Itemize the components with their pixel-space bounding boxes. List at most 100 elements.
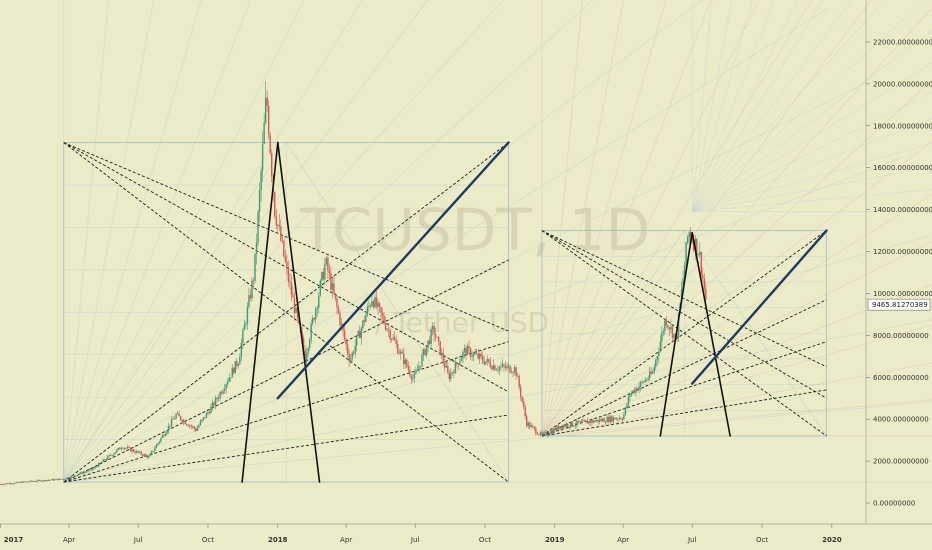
candle-body bbox=[653, 367, 655, 373]
fan-line bbox=[63, 0, 251, 483]
candle-body bbox=[222, 390, 224, 394]
candle-body bbox=[563, 425, 566, 427]
candle-body bbox=[5, 483, 7, 485]
y-axis-ticks[interactable]: 0.00000000 2000.00000000 4000.00000000 6000… bbox=[866, 38, 932, 508]
candle-body bbox=[319, 280, 321, 296]
candle-body bbox=[559, 426, 561, 429]
fan-line bbox=[63, 0, 109, 483]
trend-lines[interactable] bbox=[241, 141, 828, 483]
candle-body bbox=[123, 447, 126, 449]
candle-body bbox=[117, 447, 120, 450]
candle-body bbox=[263, 122, 265, 144]
candle-body bbox=[456, 362, 458, 364]
candle-body bbox=[501, 364, 504, 367]
candle-body bbox=[269, 135, 271, 154]
box-diagonal bbox=[285, 142, 509, 483]
watermark-subtitle: / Tether USD bbox=[375, 306, 549, 339]
candle-body bbox=[536, 433, 539, 435]
fan-line bbox=[691, 0, 853, 212]
fan-line bbox=[63, 80, 870, 483]
peak-2019-left bbox=[659, 231, 693, 437]
candle-body bbox=[542, 433, 545, 435]
candle-body bbox=[422, 349, 425, 356]
candle-body bbox=[193, 426, 195, 429]
candle-body bbox=[483, 361, 485, 365]
candle-body bbox=[621, 419, 624, 420]
candle-body bbox=[627, 396, 630, 405]
y-tick-label: 12000.00000000 bbox=[873, 248, 932, 256]
candle-body bbox=[114, 452, 117, 454]
candle-body bbox=[415, 370, 417, 374]
candle-body bbox=[287, 266, 290, 282]
candle-body bbox=[565, 424, 567, 427]
x-axis-ticks[interactable]: 2017 Apr Jul Oct 2018 Apr Jul Oct 2019 Apr Jul Oct 2… bbox=[0, 524, 842, 544]
candle-body bbox=[88, 469, 91, 471]
candle-body bbox=[47, 480, 50, 481]
candle-body bbox=[366, 307, 369, 316]
candle-body bbox=[305, 353, 308, 361]
candle-body bbox=[239, 356, 241, 365]
candle-body bbox=[6, 483, 9, 485]
candle-body bbox=[277, 224, 279, 226]
candle-body bbox=[486, 358, 488, 362]
y-tick-label: 14000.00000000 bbox=[873, 206, 932, 214]
candle-body bbox=[395, 340, 397, 344]
candle-body bbox=[236, 361, 238, 366]
fan-line bbox=[692, 62, 932, 212]
candle-body bbox=[580, 421, 583, 423]
fan-line bbox=[691, 0, 925, 212]
candle-body bbox=[132, 449, 135, 452]
fan-line bbox=[63, 0, 504, 483]
candle-body bbox=[418, 366, 420, 370]
candle-body bbox=[331, 283, 334, 290]
candle-body bbox=[245, 323, 247, 325]
candle-body bbox=[340, 324, 343, 326]
candle-body bbox=[463, 347, 466, 352]
candle-body bbox=[283, 240, 285, 257]
candle-body bbox=[64, 479, 66, 480]
fan-line bbox=[63, 0, 594, 483]
candle-body bbox=[316, 307, 318, 309]
fan-line bbox=[691, 0, 798, 212]
candle-body bbox=[608, 417, 610, 422]
candle-body bbox=[63, 479, 65, 480]
candle-body bbox=[658, 351, 660, 357]
candle-body bbox=[697, 254, 699, 256]
candle-body bbox=[671, 326, 674, 338]
candle-body bbox=[20, 482, 22, 483]
candle-body bbox=[107, 456, 109, 460]
candle-body bbox=[387, 329, 390, 331]
candle-body bbox=[586, 420, 589, 424]
candle-body bbox=[498, 367, 501, 371]
candle-body bbox=[155, 444, 158, 449]
gann-fan-dashed-lines[interactable] bbox=[63, 142, 827, 483]
y-tick-label: 16000.00000000 bbox=[873, 164, 932, 172]
gann-boxes[interactable] bbox=[63, 142, 827, 483]
candle-body bbox=[173, 418, 176, 420]
candle-body bbox=[69, 477, 71, 479]
candle-body bbox=[524, 407, 526, 417]
candle-body bbox=[444, 361, 446, 368]
candle-body bbox=[403, 353, 405, 365]
candle-body bbox=[406, 359, 408, 367]
candle-body bbox=[101, 461, 103, 463]
candle-body bbox=[600, 419, 602, 421]
candle-body bbox=[407, 366, 410, 370]
candle-body bbox=[328, 271, 331, 274]
candle-body bbox=[220, 392, 223, 394]
candle-body bbox=[431, 326, 434, 330]
candle-body bbox=[60, 478, 62, 480]
y-tick-label: 18000.00000000 bbox=[873, 122, 932, 130]
candle-body bbox=[620, 418, 622, 420]
fan-line bbox=[541, 362, 932, 437]
candle-body bbox=[404, 359, 406, 365]
dashed-fan-line bbox=[63, 259, 509, 483]
candle-body bbox=[380, 306, 382, 314]
candle-body bbox=[390, 339, 393, 340]
candle-body bbox=[246, 306, 249, 324]
candle-body bbox=[650, 371, 652, 374]
candle-body bbox=[532, 425, 534, 427]
fan-line bbox=[63, 0, 305, 483]
